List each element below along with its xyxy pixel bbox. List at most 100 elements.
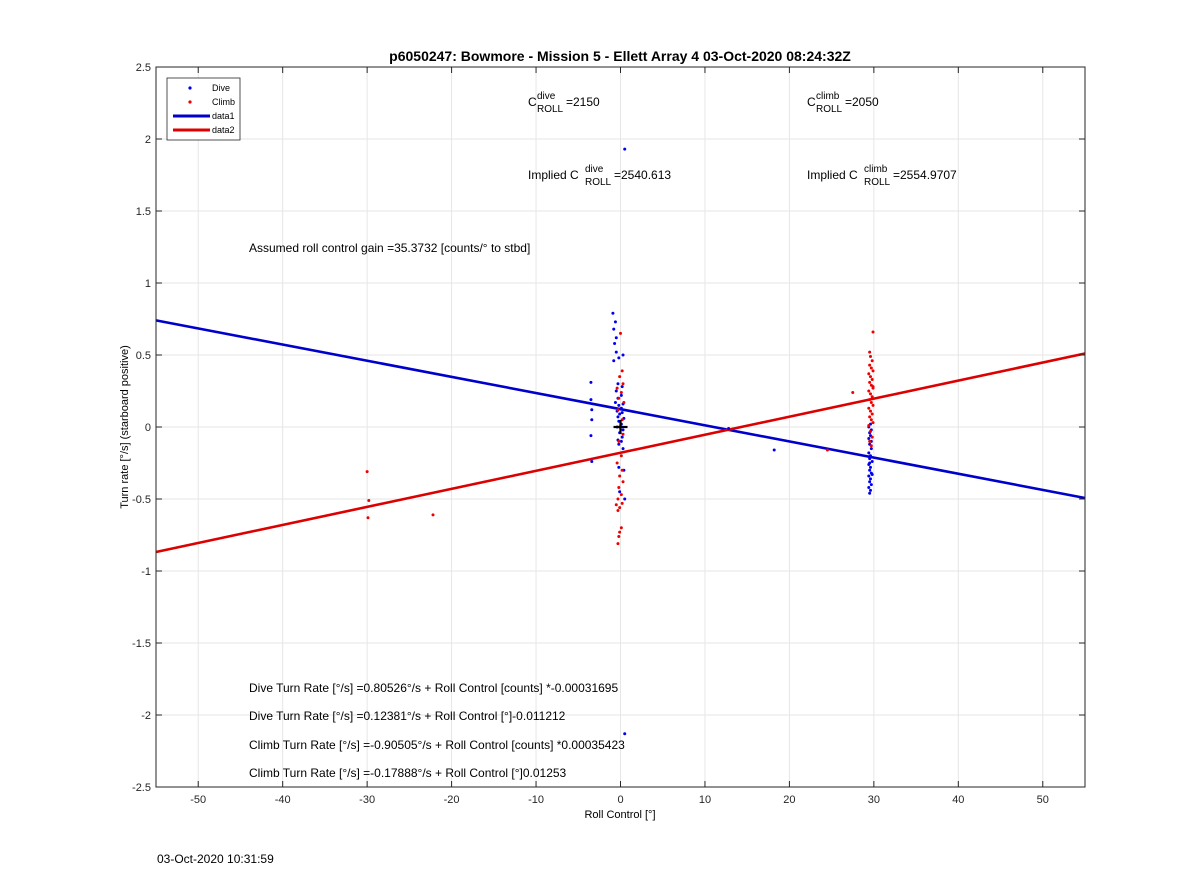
climb-point [868,380,872,384]
y-tick-label: -2.5 [132,782,151,794]
dive-point [617,442,621,446]
dive-point [618,490,622,494]
y-tick-label: 0.5 [136,350,151,362]
dive-point [621,353,625,357]
climb-point [869,418,873,422]
implied-climb-prefix: Implied C [807,168,858,182]
climb-point [868,429,872,433]
dive-point [613,320,617,324]
dive-point [623,147,627,151]
dive-point [617,403,621,407]
x-tick-label: -20 [444,794,460,806]
y-tick-label: 2 [145,134,151,146]
dive-point [613,341,617,345]
climb-point [365,470,369,474]
c-climb-sup: climb [816,91,840,102]
y-tick-label: 0 [145,422,151,434]
climb-point [621,480,625,484]
implied-climb-sup: climb [864,164,888,175]
dive-point [620,411,624,415]
climb-point [867,389,871,393]
c-dive-sup: dive [537,91,556,102]
climb-point [871,403,875,407]
dive-point [612,327,616,331]
dive-point [867,485,871,489]
climb-point [871,385,875,389]
climb-point [616,408,620,412]
climb-point [621,382,625,386]
y-tick-label: -1 [141,566,151,578]
c-climb-value: =2050 [845,95,879,109]
legend-dive-marker [188,86,192,90]
x-tick-label: 40 [952,794,964,806]
dive-point [621,428,625,432]
dive-point [589,380,593,384]
legend-dive-label: Dive [212,83,230,93]
dive-point [868,491,872,495]
climb-point [615,386,619,390]
dive-point [870,473,874,477]
c-climb-letter: C [807,95,816,109]
climb-point [868,398,872,402]
dive-point [589,434,593,438]
axis-ticks: -50 -40 -30 -20 -10 0 10 20 30 40 50-2.5-2-1.5-1-0… [132,62,1085,806]
implied-dive-sub: ROLL [585,177,612,188]
dive-point [620,435,624,439]
climb-point [870,412,874,416]
climb-point [617,439,621,443]
x-tick-label: -40 [275,794,291,806]
climb-equation-degrees: Climb Turn Rate [°/s] =-0.17888°/s + Rol… [249,766,567,780]
dive-point [614,336,618,340]
legend-data2-label: data2 [212,125,235,135]
y-tick-label: 1.5 [136,206,151,218]
dive-point [616,415,620,419]
climb-point [615,461,619,465]
dive-point [619,439,623,443]
climb-point [851,390,855,394]
dive-point [620,385,624,389]
climb-point [869,444,873,448]
climb-point [870,395,874,399]
climb-point [868,354,872,358]
x-axis-label: Roll Control [°] [584,809,655,821]
climb-point [868,350,872,354]
climb-point [366,516,370,520]
climb-point [617,396,621,400]
legend: Dive Climb data1 data2 [166,77,241,141]
dive-point [618,412,622,416]
x-tick-label: -30 [359,794,375,806]
center-marker [613,420,628,434]
climb-point [621,432,625,436]
dive-point [868,468,872,472]
dive-point [727,426,731,430]
gain-annotation: Assumed roll control gain =35.3732 [coun… [249,241,530,255]
legend-climb-marker [188,100,192,104]
chart-title: p6050247: Bowmore - Mission 5 - Ellett A… [389,48,851,64]
climb-point [617,485,621,489]
climb-point [871,369,875,373]
footer-timestamp: 03-Oct-2020 10:31:59 [157,852,274,866]
climb-point [622,401,626,405]
x-tick-label: 10 [699,794,711,806]
climb-point [431,513,435,517]
dive-point [612,359,616,363]
implied-dive-value: =2540.613 [614,168,671,182]
dive-point [616,382,620,386]
dive-point [868,480,872,484]
implied-c-roll-climb: Implied C climb ROLL =2554.9707 [807,164,957,188]
climb-point [868,375,872,379]
dive-point [590,418,594,422]
climb-point [614,503,618,507]
c-roll-dive: C dive ROLL =2150 [528,91,600,115]
climb-point [870,435,874,439]
climb-point [871,421,875,425]
climb-point [617,534,621,538]
dive-point [868,457,872,461]
dive-point [867,451,871,455]
dive-point [611,311,615,315]
climb-point [616,542,620,546]
dive-point [590,408,594,412]
implied-climb-sub: ROLL [864,177,891,188]
implied-c-roll-dive: Implied C dive ROLL =2540.613 [528,164,671,188]
climb-point [618,506,622,510]
